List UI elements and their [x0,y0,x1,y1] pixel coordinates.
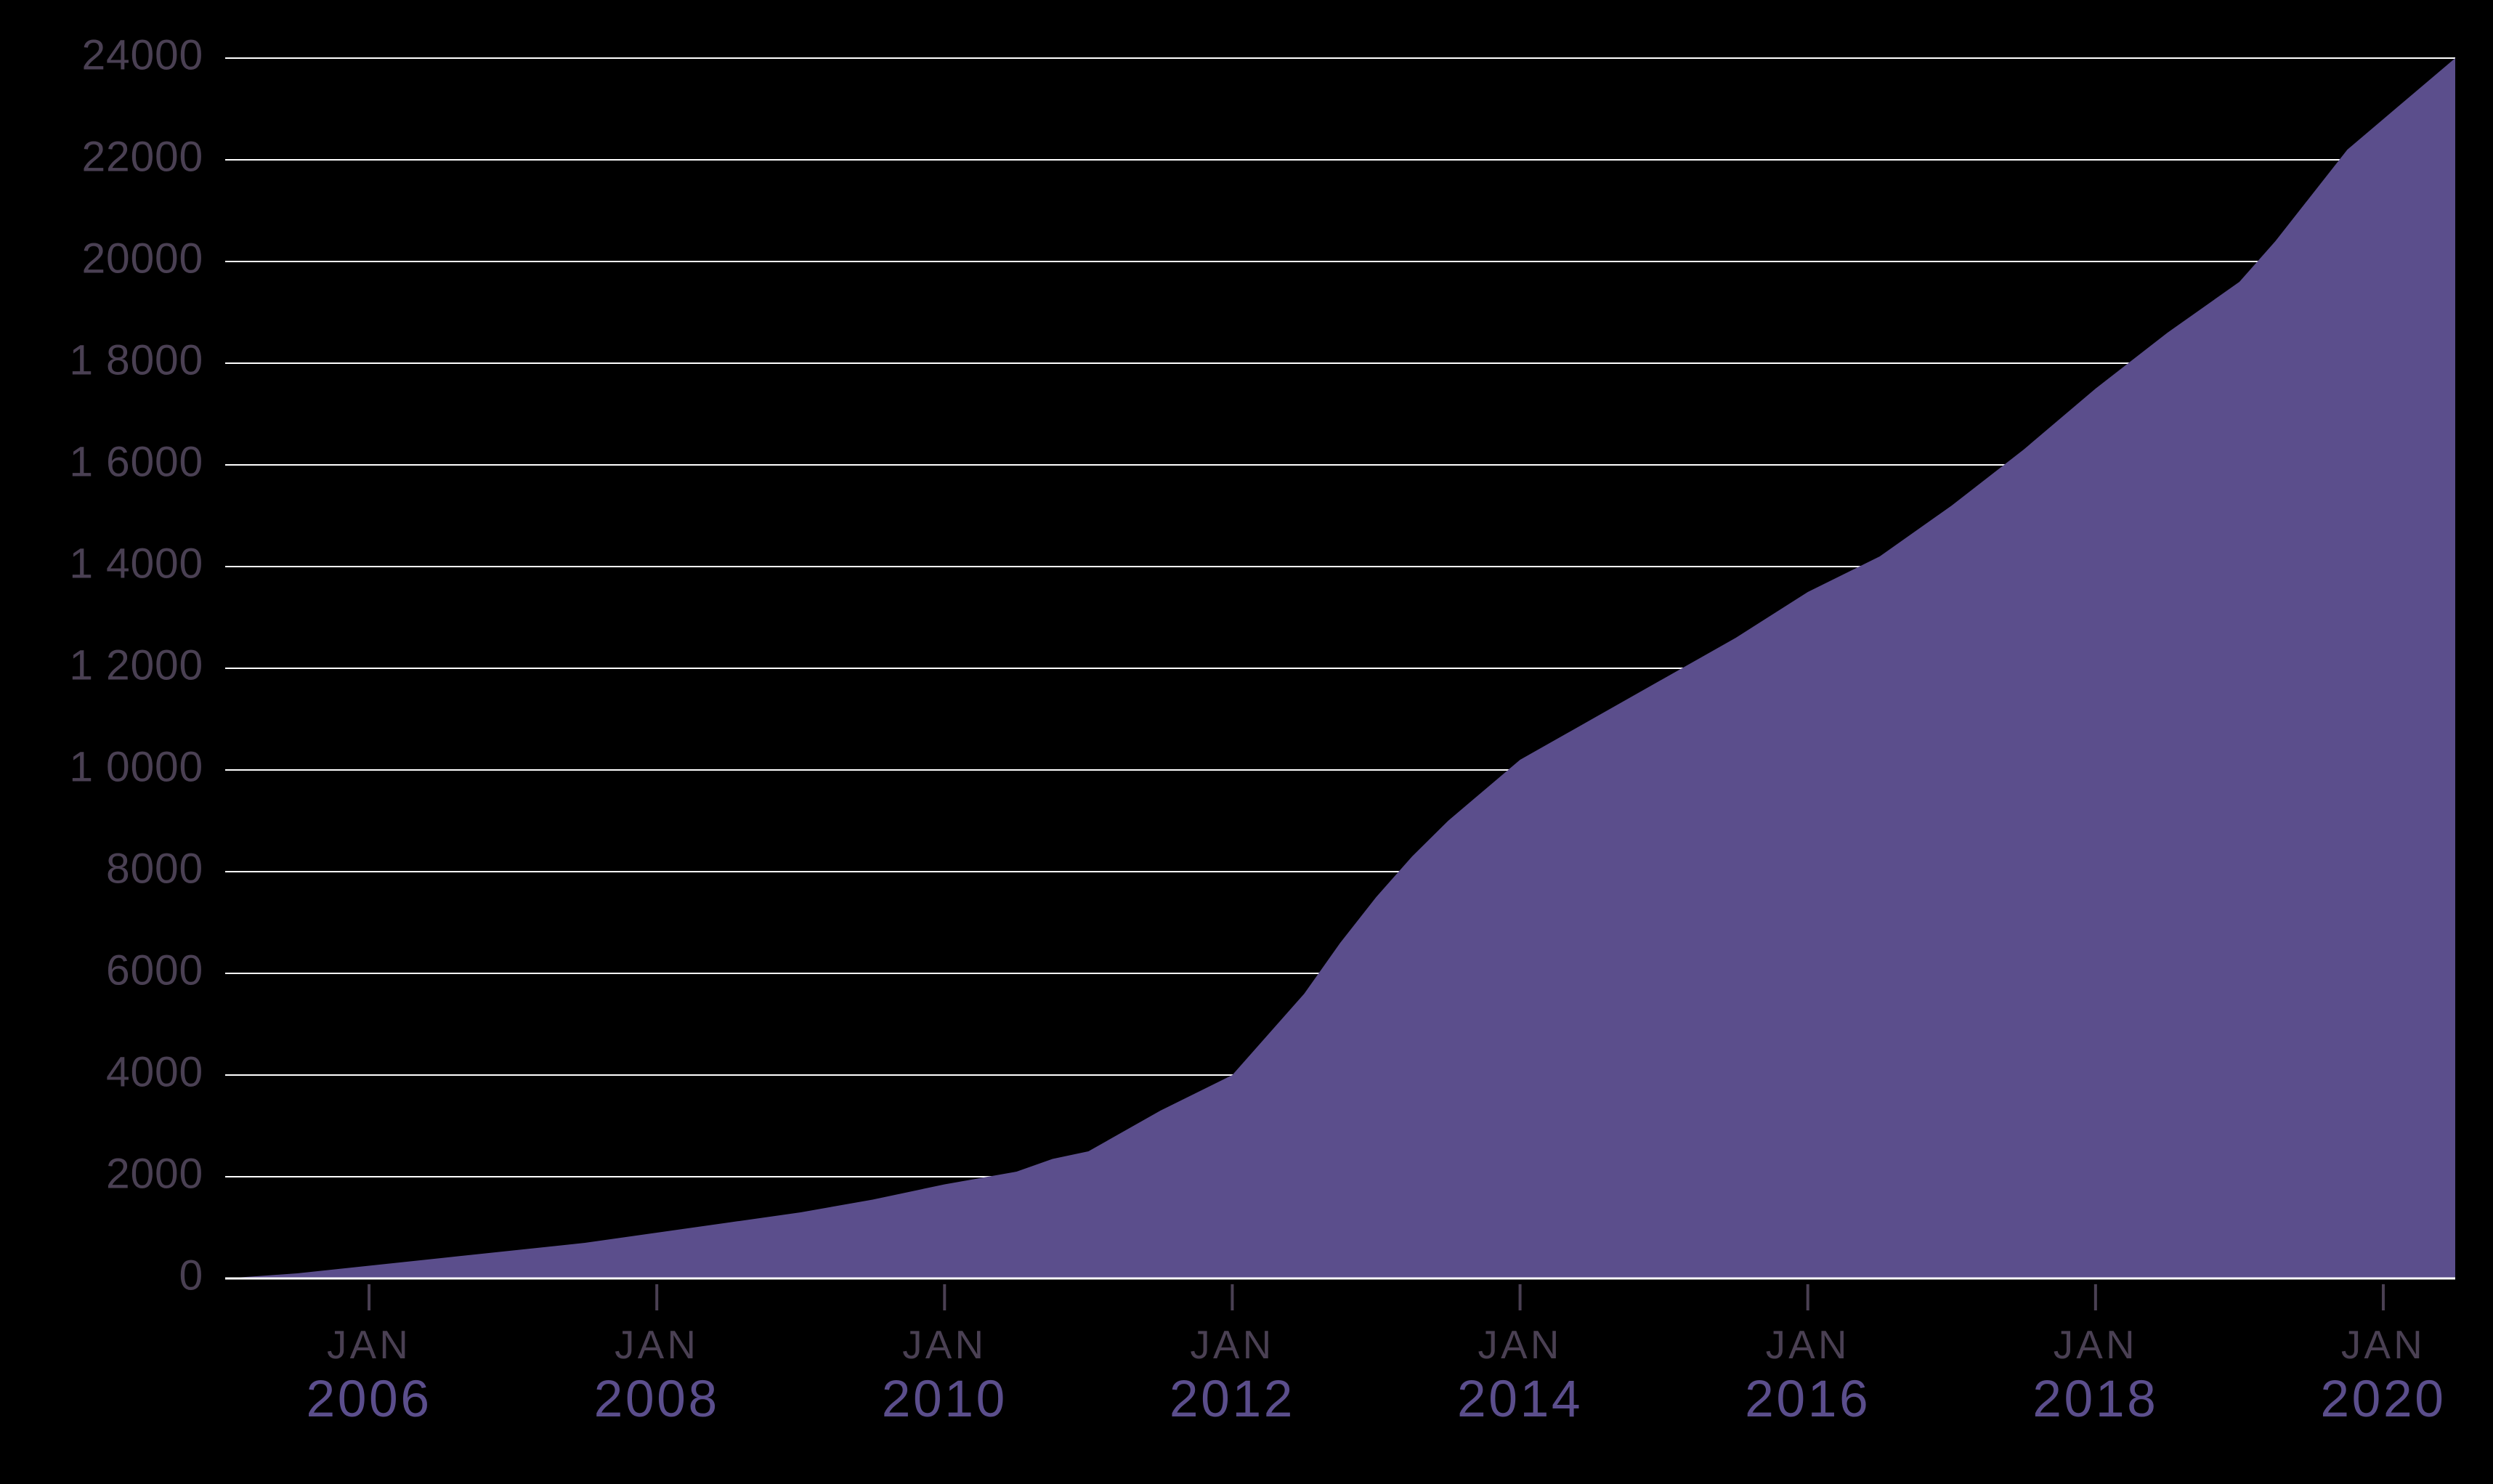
x-tick-year-label: 2020 [2320,1370,2446,1428]
x-tick-year-label: 2014 [1457,1370,1583,1428]
y-tick-label: 4000 [106,1049,203,1096]
y-tick-label: 22000 [81,134,203,181]
x-tick-month-label: JAN [902,1323,986,1367]
y-tick-label: 24000 [81,32,203,79]
y-tick-label: 6000 [106,947,203,994]
y-tick-label: 1 0000 [69,744,203,791]
x-tick-year-label: 2016 [1745,1370,1870,1428]
y-tick-label: 2000 [106,1151,203,1198]
x-tick-month-label: JAN [2341,1323,2425,1367]
x-tick-month-label: JAN [327,1323,411,1367]
x-tick-month-label: JAN [1477,1323,1562,1367]
x-tick-year-label: 2018 [2032,1370,2158,1428]
y-tick-label: 0 [179,1252,203,1299]
y-tick-label: 1 4000 [69,540,203,588]
area-chart: 0 2000 4000 6000 8000 1 0000 1 2000 1 4000 1 600… [0,0,2493,1484]
x-tick-month-label: JAN [2054,1323,2138,1367]
y-tick-label: 1 6000 [69,439,203,486]
x-tick-year-label: 2010 [882,1370,1008,1428]
x-tick-month-label: JAN [1766,1323,1850,1367]
x-tick-month-label: JAN [1190,1323,1274,1367]
y-tick-label: 1 2000 [69,642,203,689]
x-tick-month-label: JAN [615,1323,699,1367]
x-tick-year-label: 2006 [307,1370,432,1428]
x-tick-year-label: 2012 [1170,1370,1295,1428]
x-tick-year-label: 2008 [594,1370,720,1428]
chart-svg: 0 2000 4000 6000 8000 1 0000 1 2000 1 4000 1 600… [0,0,2493,1484]
y-tick-label: 20000 [81,235,203,283]
y-tick-label: 1 8000 [69,337,203,384]
y-tick-label: 8000 [106,846,203,893]
